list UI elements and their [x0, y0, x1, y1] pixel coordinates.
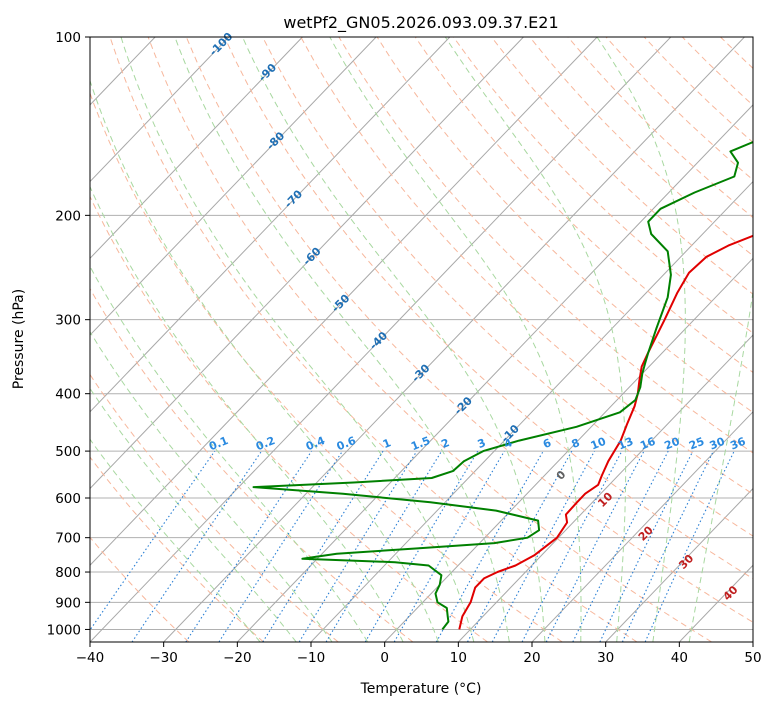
y-tick-label: 100 — [55, 30, 81, 46]
isotherm — [90, 37, 672, 642]
x-axis-ticks: −40 −30 −20 −10 0 10 20 30 40 50 — [76, 642, 762, 666]
mixing-ratio-line — [325, 450, 443, 642]
x-tick-label: 0 — [380, 650, 389, 666]
dry-adiabat — [90, 287, 414, 642]
x-tick-label: −30 — [149, 650, 178, 666]
mixing-ratio-label: 30 — [708, 435, 727, 453]
isotherm — [384, 257, 753, 642]
isotherm — [90, 37, 598, 566]
moist-adiabat — [90, 330, 333, 642]
dry-adiabat — [90, 195, 488, 642]
mixing-ratio-label: 8 — [570, 436, 582, 451]
sounding-profiles — [252, 140, 753, 631]
moist-adiabat — [120, 37, 475, 642]
mixing-ratio-line — [435, 450, 544, 642]
plot-frame — [89, 36, 754, 643]
dry-adiabat — [376, 37, 753, 413]
mixing-ratio-label: 16 — [638, 435, 657, 453]
dry-adiabat — [109, 37, 638, 642]
moist-adiabat — [174, 37, 510, 642]
isotherm — [90, 37, 451, 413]
mixing-ratio-line — [491, 450, 595, 642]
dewpoint-profile — [252, 140, 753, 631]
moist-adiabat — [242, 37, 546, 642]
temperature-profile — [458, 234, 753, 630]
y-tick-label: 400 — [55, 387, 81, 403]
moist-adiabat — [90, 79, 439, 642]
mixing-ratio-lines — [90, 450, 735, 642]
dry-adiabat — [147, 37, 712, 642]
moist-adiabats — [90, 37, 753, 642]
x-tick-label: 10 — [450, 650, 467, 666]
dry-adiabat — [185, 37, 753, 623]
moist-adiabat — [444, 37, 627, 642]
y-axis-label: Pressure (hPa) — [11, 289, 27, 389]
x-tick-label: −10 — [297, 650, 326, 666]
isotherm — [90, 37, 524, 490]
plot-background — [90, 37, 753, 642]
y-tick-label: 600 — [55, 491, 81, 507]
y-tick-label: 1000 — [47, 622, 81, 638]
x-tick-label: 30 — [597, 650, 614, 666]
mixing-ratio-line — [90, 450, 216, 632]
x-tick-label: 40 — [671, 650, 688, 666]
mixing-ratio-line — [262, 450, 384, 642]
mixing-ratio-label: 25 — [687, 435, 706, 453]
x-axis-label: Temperature (°C) — [360, 681, 482, 697]
x-tick-label: 50 — [744, 650, 761, 666]
chart-title: wetPf2_GN05.2026.093.09.37.E21 — [283, 13, 558, 33]
mixing-ratio-label: 36 — [728, 435, 747, 453]
isotherm — [605, 487, 753, 642]
mixing-ratio-label: 1 — [381, 436, 393, 451]
mixing-ratio-label: 20 — [662, 435, 681, 453]
isotherm — [90, 37, 230, 183]
mixing-ratio-line — [185, 450, 313, 642]
isotherm — [457, 334, 753, 642]
moist-adiabat — [90, 387, 297, 642]
y-tick-label: 200 — [55, 208, 81, 224]
mixing-ratio-line — [131, 450, 263, 642]
mixing-ratio-label: 3 — [476, 436, 488, 451]
mixing-ratio-line — [467, 450, 573, 642]
dry-adiabat — [491, 37, 753, 295]
isotherm — [90, 37, 377, 336]
y-tick-label: 800 — [55, 565, 81, 581]
dry-adiabat — [90, 91, 563, 642]
mixing-ratio-label: 13 — [616, 435, 635, 453]
mixing-ratio-line — [218, 450, 343, 642]
y-axis-ticks: 100 200 300 400 500 600 700 800 900 1000 — [47, 30, 90, 638]
mixing-ratio-line — [298, 450, 418, 642]
y-tick-label: 900 — [55, 595, 81, 611]
moist-adiabat — [90, 265, 369, 642]
y-tick-label: 700 — [55, 531, 81, 547]
isotherm — [90, 37, 303, 260]
dry-adiabat — [452, 37, 753, 334]
x-tick-label: 20 — [523, 650, 540, 666]
dry-adiabat — [90, 456, 264, 642]
moist-adiabat — [329, 37, 582, 642]
mixing-ratio-label: 10 — [589, 435, 608, 453]
x-tick-label: −40 — [76, 650, 105, 666]
mixing-ratio-line — [545, 450, 645, 642]
mixing-ratio-label: 2 — [439, 436, 451, 451]
x-tick-label: −20 — [223, 650, 252, 666]
y-tick-label: 300 — [55, 313, 81, 329]
isotherm — [531, 411, 753, 642]
moist-adiabat — [688, 288, 753, 642]
isotherm — [163, 37, 745, 642]
mixing-ratio-line — [572, 450, 669, 642]
y-tick-label: 500 — [55, 444, 81, 460]
dry-adiabat — [414, 37, 753, 374]
isotherm — [236, 104, 753, 642]
moist-adiabat — [90, 438, 261, 642]
